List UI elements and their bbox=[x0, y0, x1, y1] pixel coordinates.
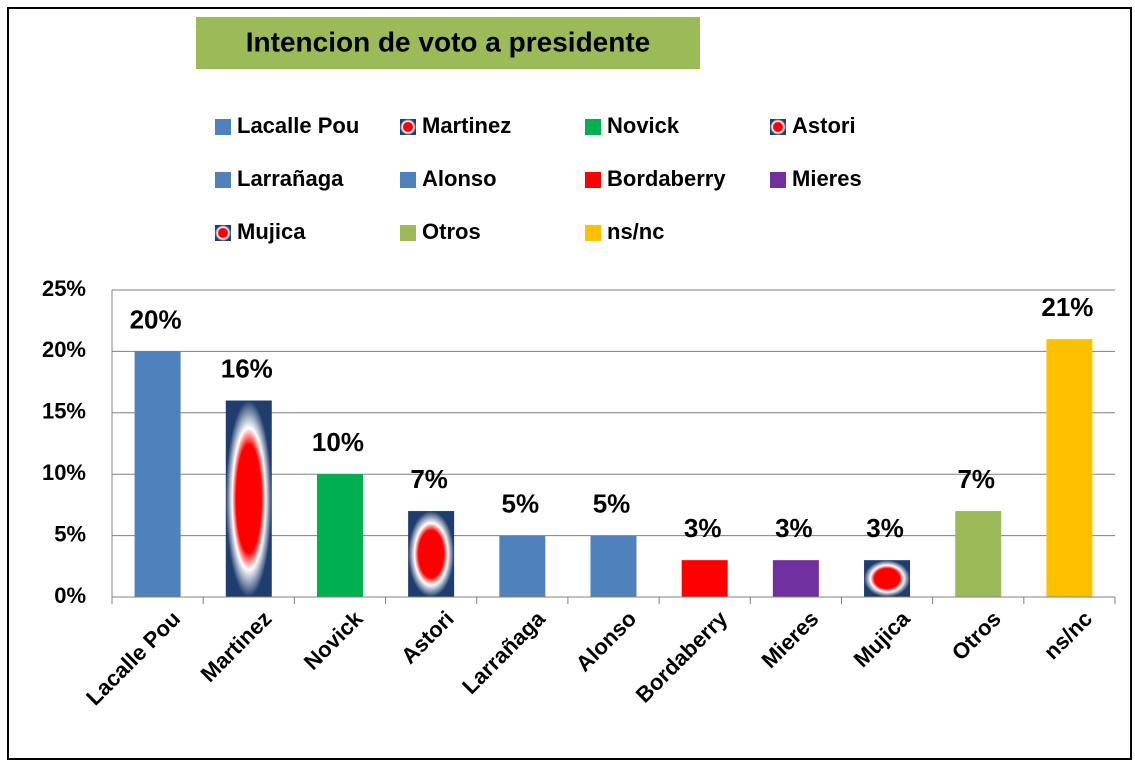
bar bbox=[681, 560, 728, 597]
bar bbox=[134, 351, 181, 597]
legend-label: Mieres bbox=[792, 166, 862, 191]
value-label: 20% bbox=[130, 304, 182, 334]
y-tick-label: 5% bbox=[54, 521, 86, 546]
bar bbox=[499, 535, 546, 597]
legend-swatch bbox=[400, 225, 416, 241]
legend-label: Mujica bbox=[237, 219, 306, 244]
title-box bbox=[196, 17, 700, 69]
legend-label: Lacalle Pou bbox=[237, 113, 359, 138]
bar bbox=[772, 560, 819, 597]
legend-swatch bbox=[215, 225, 231, 241]
legend-swatch bbox=[400, 119, 416, 135]
bar bbox=[1046, 339, 1093, 597]
bar bbox=[864, 560, 911, 597]
legend-swatch bbox=[400, 172, 416, 188]
y-tick-label: 25% bbox=[42, 276, 86, 301]
value-label: 21% bbox=[1041, 292, 1093, 322]
value-label: 7% bbox=[957, 464, 995, 494]
legend-swatch bbox=[585, 172, 601, 188]
legend-label: Martinez bbox=[422, 113, 511, 138]
value-label: 3% bbox=[684, 513, 722, 543]
legend-label: Bordaberry bbox=[607, 166, 726, 191]
legend-label: Larrañaga bbox=[237, 166, 344, 191]
legend-label: ns/nc bbox=[607, 219, 664, 244]
value-label: 10% bbox=[312, 427, 364, 457]
chart-border bbox=[7, 7, 1132, 760]
legend-label: Otros bbox=[422, 219, 481, 244]
legend-swatch bbox=[770, 119, 786, 135]
chart-title: Intencion de voto a presidente bbox=[246, 26, 651, 57]
legend-swatch bbox=[585, 119, 601, 135]
y-tick-label: 15% bbox=[42, 399, 86, 424]
y-tick-label: 20% bbox=[42, 337, 86, 362]
value-label: 16% bbox=[221, 353, 273, 383]
value-label: 3% bbox=[866, 513, 904, 543]
bar bbox=[955, 511, 1002, 597]
value-label: 5% bbox=[502, 488, 540, 518]
legend-swatch bbox=[585, 225, 601, 241]
legend-label: Astori bbox=[792, 113, 856, 138]
legend-swatch bbox=[215, 172, 231, 188]
value-label: 5% bbox=[593, 488, 631, 518]
bar bbox=[225, 400, 272, 597]
bar bbox=[408, 511, 455, 597]
bar bbox=[316, 474, 363, 597]
legend-swatch bbox=[770, 172, 786, 188]
bar bbox=[590, 535, 637, 597]
legend-swatch bbox=[215, 119, 231, 135]
legend-label: Novick bbox=[607, 113, 680, 138]
value-label: 7% bbox=[410, 464, 448, 494]
y-tick-label: 0% bbox=[54, 583, 86, 608]
y-tick-label: 10% bbox=[42, 460, 86, 485]
legend-label: Alonso bbox=[422, 166, 497, 191]
value-label: 3% bbox=[775, 513, 813, 543]
